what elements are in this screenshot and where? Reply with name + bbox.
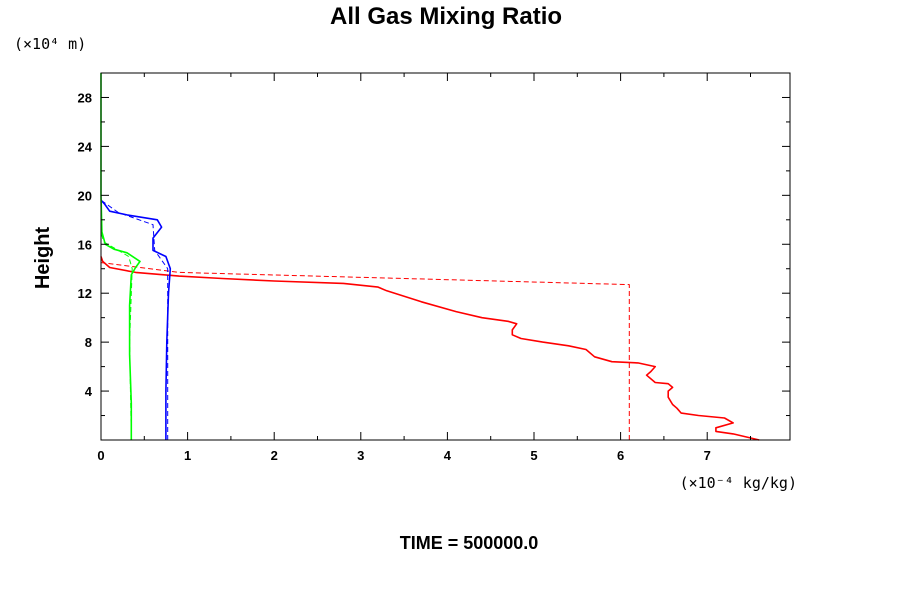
series-line-3 bbox=[100, 199, 169, 440]
x-axis-unit: (×10⁻⁴ kg/kg) bbox=[680, 474, 797, 492]
y-tick-label: 24 bbox=[78, 139, 93, 154]
y-axis-label: Height bbox=[32, 227, 54, 290]
y-axis-unit: (×10⁴ m) bbox=[14, 35, 86, 53]
y-tick-label: 8 bbox=[85, 335, 92, 350]
x-tick-label: 4 bbox=[444, 448, 452, 463]
x-tick-label: 6 bbox=[617, 448, 624, 463]
plot-frame bbox=[100, 72, 791, 441]
y-tick-label: 4 bbox=[85, 384, 93, 399]
series-line-4 bbox=[100, 73, 141, 440]
x-tick-label: 7 bbox=[704, 448, 711, 463]
x-tick-label: 2 bbox=[271, 448, 278, 463]
time-label: TIME = 500000.0 bbox=[400, 533, 539, 553]
y-tick-label: 16 bbox=[78, 237, 92, 252]
x-tick-label: 5 bbox=[530, 448, 537, 463]
series-line-5 bbox=[100, 231, 133, 441]
x-tick-label: 1 bbox=[184, 448, 191, 463]
y-tick-label: 20 bbox=[78, 188, 92, 203]
series-line-2 bbox=[100, 199, 172, 440]
x-tick-label: 3 bbox=[357, 448, 364, 463]
y-tick-label: 12 bbox=[78, 286, 92, 301]
x-tick-label: 0 bbox=[97, 448, 104, 463]
y-tick-label: 28 bbox=[78, 90, 92, 105]
series-line-1 bbox=[100, 262, 630, 440]
series-line-0 bbox=[100, 256, 760, 441]
chart-title: All Gas Mixing Ratio bbox=[330, 3, 562, 30]
series-layer bbox=[100, 73, 760, 441]
